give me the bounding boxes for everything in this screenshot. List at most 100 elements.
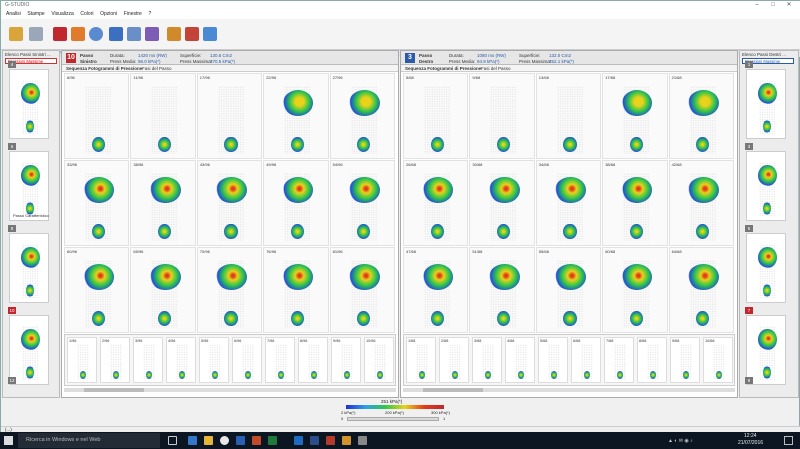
left-pressure-frame[interactable]: 60/96 [64, 247, 130, 333]
menu-analisi[interactable]: Analisi [6, 11, 21, 17]
right-tab-sequence[interactable]: Sequenza Fotogrammi di Pressione [405, 66, 482, 71]
left-pressure-frame[interactable]: 11/96 [130, 73, 196, 159]
app-icon-3[interactable] [358, 436, 367, 445]
right-pressure-frame[interactable]: 21/68 [668, 73, 734, 159]
right-step-thumbnail[interactable] [746, 233, 786, 303]
right-pressure-frame[interactable]: 38/68 [602, 160, 668, 246]
left-pressure-frame[interactable]: 22/96 [263, 73, 329, 159]
left-strip-frame[interactable]: 10/96 [364, 337, 394, 383]
bars-icon[interactable] [145, 27, 159, 41]
left-strip-frame[interactable]: 1/96 [67, 337, 97, 383]
right-pressure-frame[interactable]: 9/68 [469, 73, 535, 159]
right-strip-frame[interactable]: 5/68 [538, 337, 568, 383]
left-strip-frame[interactable]: 6/96 [232, 337, 262, 383]
gstudio-app-icon[interactable] [342, 436, 351, 445]
right-pressure-selector[interactable]: Pressioni Massime [742, 58, 794, 64]
chrome-icon[interactable] [220, 436, 229, 445]
right-pressure-frame[interactable]: 30/68 [469, 160, 535, 246]
right-pressure-frame[interactable]: 60/68 [602, 247, 668, 333]
word-icon[interactable] [236, 436, 245, 445]
left-strip-frame[interactable]: 4/96 [166, 337, 196, 383]
left-pressure-frame[interactable]: 54/96 [329, 160, 395, 246]
menu-help[interactable]: ? [148, 11, 152, 17]
right-pressure-frame[interactable]: 55/68 [535, 247, 602, 333]
taskbar-search-input[interactable]: Ricerca in Windows e nel Web [18, 433, 160, 448]
right-strip-frame[interactable]: 4/68 [505, 337, 535, 383]
left-strip-frame[interactable]: 9/96 [331, 337, 361, 383]
right-step-thumbnail[interactable] [746, 151, 786, 221]
left-strip-scrollbar[interactable] [64, 388, 396, 392]
left-step-thumbnail[interactable] [9, 233, 49, 303]
left-tab-sequence[interactable]: Sequenza Fotogrammi di Pressione [66, 66, 143, 71]
right-strip-scrollbar[interactable] [403, 388, 735, 392]
right-pressure-frame[interactable]: 34/68 [535, 160, 602, 246]
right-strip-frame[interactable]: 6/68 [571, 337, 601, 383]
close-button[interactable]: ✕ [786, 2, 792, 8]
chart-icon[interactable] [127, 27, 141, 41]
right-strip-frame[interactable]: 8/68 [637, 337, 667, 383]
minimize-button[interactable]: – [755, 2, 759, 8]
left-pressure-frame[interactable]: 43/96 [196, 160, 263, 246]
foot-icon[interactable] [71, 27, 85, 41]
right-strip-frame[interactable]: 1/68 [406, 337, 436, 383]
left-strip-frame[interactable]: 8/96 [298, 337, 328, 383]
right-pressure-frame[interactable]: 13/68 [535, 73, 602, 159]
left-step-thumbnail[interactable] [9, 315, 49, 385]
left-pressure-frame[interactable]: 70/96 [196, 247, 263, 333]
app-icon-1[interactable] [310, 436, 319, 445]
right-strip-frame[interactable]: 10/68 [703, 337, 733, 383]
right-strip-frame[interactable]: 2/68 [439, 337, 469, 383]
left-pressure-frame[interactable]: 33/96 [64, 160, 130, 246]
open-folder-icon[interactable] [9, 27, 23, 41]
compare-icon[interactable] [109, 27, 123, 41]
left-pressure-frame[interactable]: 49/96 [263, 160, 329, 246]
menu-visualizza[interactable]: Visualizza [51, 11, 74, 17]
left-strip-frame[interactable]: 7/96 [265, 337, 295, 383]
menu-opzioni[interactable]: Opzioni [100, 11, 118, 17]
right-strip-frame[interactable]: 3/68 [472, 337, 502, 383]
file-explorer-icon[interactable] [204, 436, 213, 445]
left-pressure-frame[interactable]: 38/96 [130, 160, 196, 246]
left-strip-frame[interactable]: 3/96 [133, 337, 163, 383]
notifications-icon[interactable] [784, 436, 793, 445]
windows-start-icon[interactable] [4, 436, 13, 445]
left-tab-phases[interactable]: Fasi del Passo [142, 66, 172, 71]
right-pressure-frame[interactable]: 51/68 [469, 247, 535, 333]
patient-icon[interactable] [53, 27, 67, 41]
right-step-thumbnail[interactable] [746, 315, 786, 385]
left-pressure-frame[interactable]: 6/96 [64, 73, 130, 159]
menu-colori[interactable]: Colori [80, 11, 94, 17]
heart-icon[interactable] [185, 27, 199, 41]
left-strip-frame[interactable]: 2/96 [100, 337, 130, 383]
task-view-icon[interactable] [168, 436, 177, 445]
left-pressure-frame[interactable]: 27/96 [329, 73, 395, 159]
user-icon[interactable] [167, 27, 181, 41]
right-tab-phases[interactable]: Fasi del Passo [481, 66, 511, 71]
outlook-icon[interactable] [294, 436, 303, 445]
app-icon-2[interactable] [326, 436, 335, 445]
globe-icon[interactable] [89, 27, 103, 41]
document-icon[interactable] [203, 27, 217, 41]
left-pressure-frame[interactable]: 65/96 [130, 247, 196, 333]
left-step-thumbnail[interactable] [9, 151, 49, 221]
left-pressure-frame[interactable]: 81/96 [329, 247, 395, 333]
left-strip-frame[interactable]: 5/96 [199, 337, 229, 383]
right-pressure-frame[interactable]: 42/68 [668, 160, 734, 246]
menu-stampe[interactable]: Stampe [27, 11, 45, 17]
print-icon[interactable] [29, 27, 43, 41]
excel-icon[interactable] [268, 436, 277, 445]
right-pressure-frame[interactable]: 26/68 [403, 160, 469, 246]
right-pressure-frame[interactable]: 64/68 [668, 247, 734, 333]
left-step-thumbnail[interactable] [9, 69, 49, 139]
menu-finestre[interactable]: Finestre [123, 11, 142, 17]
right-pressure-frame[interactable]: 5/68 [403, 73, 469, 159]
tray-icons[interactable]: ▲ ◐ ✉ ◉ ♪ [668, 438, 693, 444]
edge-icon[interactable] [188, 436, 197, 445]
left-pressure-frame[interactable]: 76/96 [263, 247, 329, 333]
right-strip-frame[interactable]: 9/68 [670, 337, 700, 383]
right-pressure-frame[interactable]: 17/68 [602, 73, 668, 159]
right-pressure-frame[interactable]: 47/68 [403, 247, 469, 333]
legend-slider[interactable] [347, 417, 439, 421]
maximize-button[interactable]: □ [771, 2, 775, 8]
left-pressure-selector[interactable]: Pressioni Massime [5, 58, 57, 64]
